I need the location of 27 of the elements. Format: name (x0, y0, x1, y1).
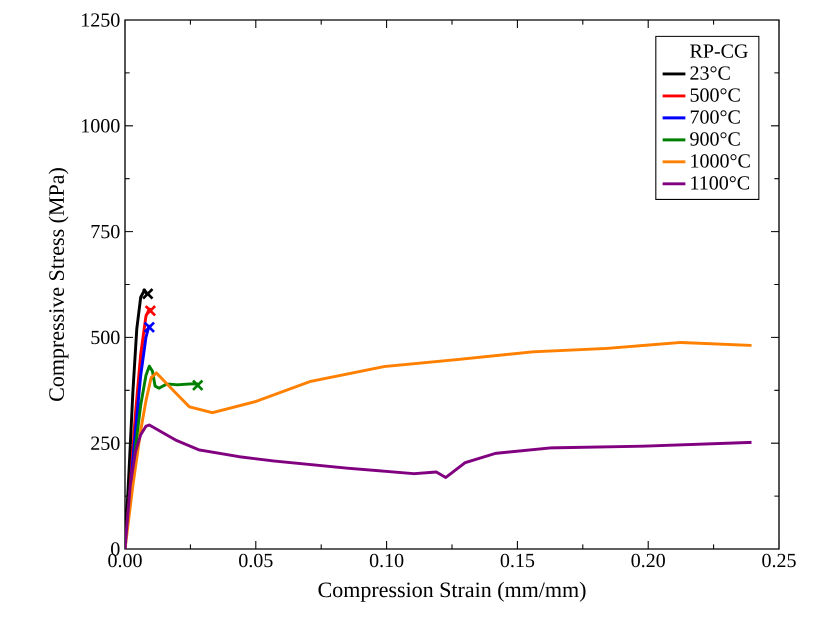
point (192, 379, 204, 392)
line-series (125, 424, 754, 549)
legend-title: RP-CG (690, 44, 748, 58)
y-tick-label: 250 (91, 436, 120, 450)
point (142, 288, 154, 300)
x-tick-label: 0.10 (370, 554, 404, 568)
legend-label: 23°C (690, 66, 730, 80)
x-tick-label: 0.00 (108, 554, 142, 568)
point (144, 304, 156, 317)
y-tick-label: 1250 (82, 13, 120, 27)
legend-label: 1100°C (691, 176, 750, 190)
point (143, 321, 156, 334)
y-tick-label: 500 (91, 330, 120, 344)
x-tick-label: 0.05 (239, 554, 273, 568)
legend-label: 500°C (690, 88, 740, 102)
y-axis-title: Compressive Stress (MPa) (48, 168, 68, 401)
x-tick-label: 0.25 (762, 554, 796, 568)
y-tick-label: 750 (92, 224, 120, 238)
legend-label: 700°C (690, 110, 740, 124)
y-tick-label: 0 (111, 542, 120, 556)
legend-label: 1000°C (691, 154, 750, 168)
x-tick-label: 0.15 (500, 554, 534, 568)
legend-label: 900°C (690, 132, 740, 146)
x-axis-title: Compression Strain (mm/mm) (318, 582, 586, 602)
x-tick-label: 0.20 (631, 554, 665, 568)
line-series (125, 341, 754, 549)
y-tick-label: 1000 (82, 119, 120, 133)
